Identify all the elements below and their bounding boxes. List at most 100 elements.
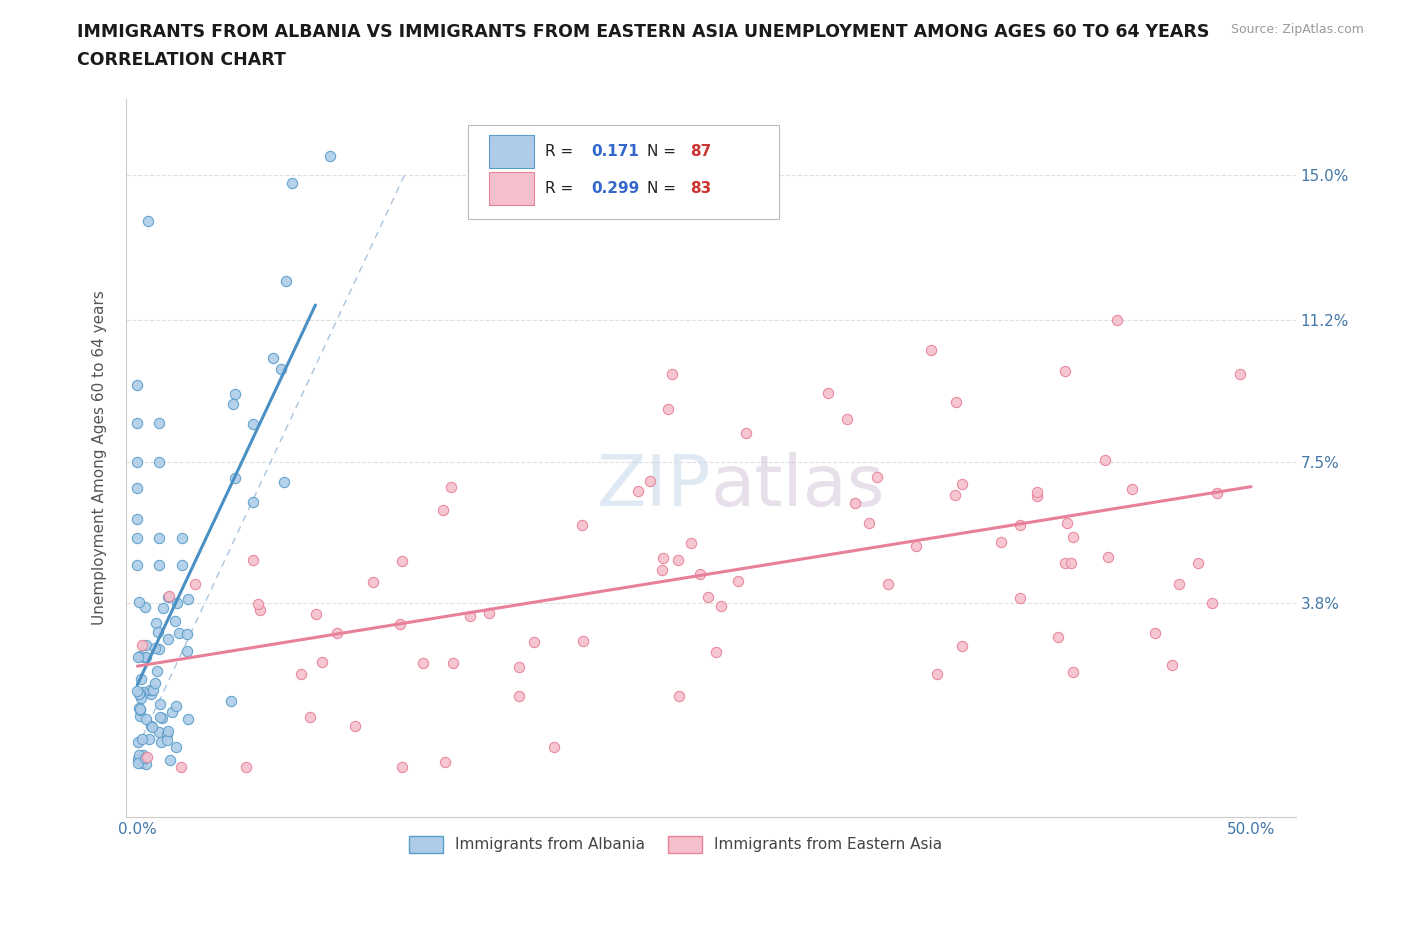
Point (224, 471, 246, 485)
Point (657, 402, 679, 417)
Point (129, 691, 152, 706)
Point (249, 603, 271, 618)
Point (170, 557, 193, 572)
Point (142, 682, 165, 697)
Point (135, 650, 157, 665)
Point (127, 684, 149, 698)
Point (128, 700, 150, 715)
Point (135, 711, 157, 726)
Point (727, 574, 749, 589)
Point (1144, 626, 1167, 641)
Point (132, 748, 155, 763)
Point (184, 577, 207, 591)
Point (661, 366, 683, 381)
Point (311, 655, 333, 670)
Point (305, 606, 328, 621)
Point (156, 732, 179, 747)
Point (139, 718, 162, 733)
Point (160, 705, 183, 720)
Point (638, 473, 661, 488)
Point (697, 590, 720, 604)
Point (150, 711, 173, 725)
Point (1026, 488, 1049, 503)
Point (222, 397, 245, 412)
Point (1010, 518, 1032, 533)
Point (1053, 555, 1076, 570)
Point (219, 694, 242, 709)
Text: Source: ZipAtlas.com: Source: ZipAtlas.com (1230, 23, 1364, 36)
Point (157, 590, 180, 604)
Point (128, 648, 150, 663)
Point (1026, 485, 1049, 499)
Point (129, 703, 152, 718)
Point (391, 554, 413, 569)
Text: IMMIGRANTS FROM ALBANIA VS IMMIGRANTS FROM EASTERN ASIA UNEMPLOYMENT AMONG AGES : IMMIGRANTS FROM ALBANIA VS IMMIGRANTS FR… (77, 23, 1209, 41)
Point (146, 624, 169, 639)
Point (129, 671, 152, 686)
Point (167, 626, 190, 641)
Point (148, 416, 170, 431)
Point (166, 596, 188, 611)
Point (571, 633, 593, 648)
Point (242, 494, 264, 509)
Point (155, 726, 177, 741)
Point (523, 634, 546, 649)
Point (170, 760, 193, 775)
Point (127, 649, 149, 664)
Point (1094, 453, 1116, 468)
Point (391, 760, 413, 775)
Point (990, 535, 1012, 550)
Point (478, 605, 501, 620)
Point (325, 625, 347, 640)
Point (127, 512, 149, 526)
Point (128, 686, 150, 701)
Point (706, 645, 728, 660)
Point (344, 719, 367, 734)
Point (508, 689, 530, 704)
Point (134, 751, 156, 765)
Point (127, 454, 149, 469)
Point (149, 697, 172, 711)
Point (319, 149, 342, 164)
Point (127, 751, 149, 766)
Point (689, 566, 711, 581)
Point (1062, 664, 1084, 679)
FancyBboxPatch shape (489, 172, 534, 205)
Point (945, 394, 967, 409)
Point (127, 756, 149, 771)
Text: ZIP: ZIP (596, 452, 711, 521)
Point (1062, 529, 1084, 544)
Point (134, 600, 156, 615)
Point (679, 536, 702, 551)
Point (925, 667, 948, 682)
Point (710, 599, 733, 614)
Point (170, 530, 193, 545)
Point (1187, 555, 1209, 570)
Point (176, 711, 198, 726)
FancyBboxPatch shape (489, 135, 534, 167)
Point (274, 273, 297, 288)
Point (543, 739, 565, 754)
Point (1107, 312, 1129, 327)
Point (139, 683, 162, 698)
Point (458, 608, 481, 623)
Point (224, 386, 246, 401)
Point (145, 664, 167, 679)
Point (1229, 366, 1251, 381)
Point (138, 731, 160, 746)
Point (273, 474, 295, 489)
Point (139, 686, 162, 701)
Point (627, 484, 650, 498)
Point (131, 755, 153, 770)
Point (128, 709, 150, 724)
Point (734, 426, 756, 441)
Point (163, 614, 186, 629)
Point (1053, 363, 1076, 378)
Point (127, 378, 149, 392)
Point (439, 479, 461, 494)
Point (1167, 577, 1189, 591)
Point (176, 644, 198, 658)
Point (246, 597, 269, 612)
Point (159, 752, 181, 767)
Point (1121, 482, 1143, 497)
